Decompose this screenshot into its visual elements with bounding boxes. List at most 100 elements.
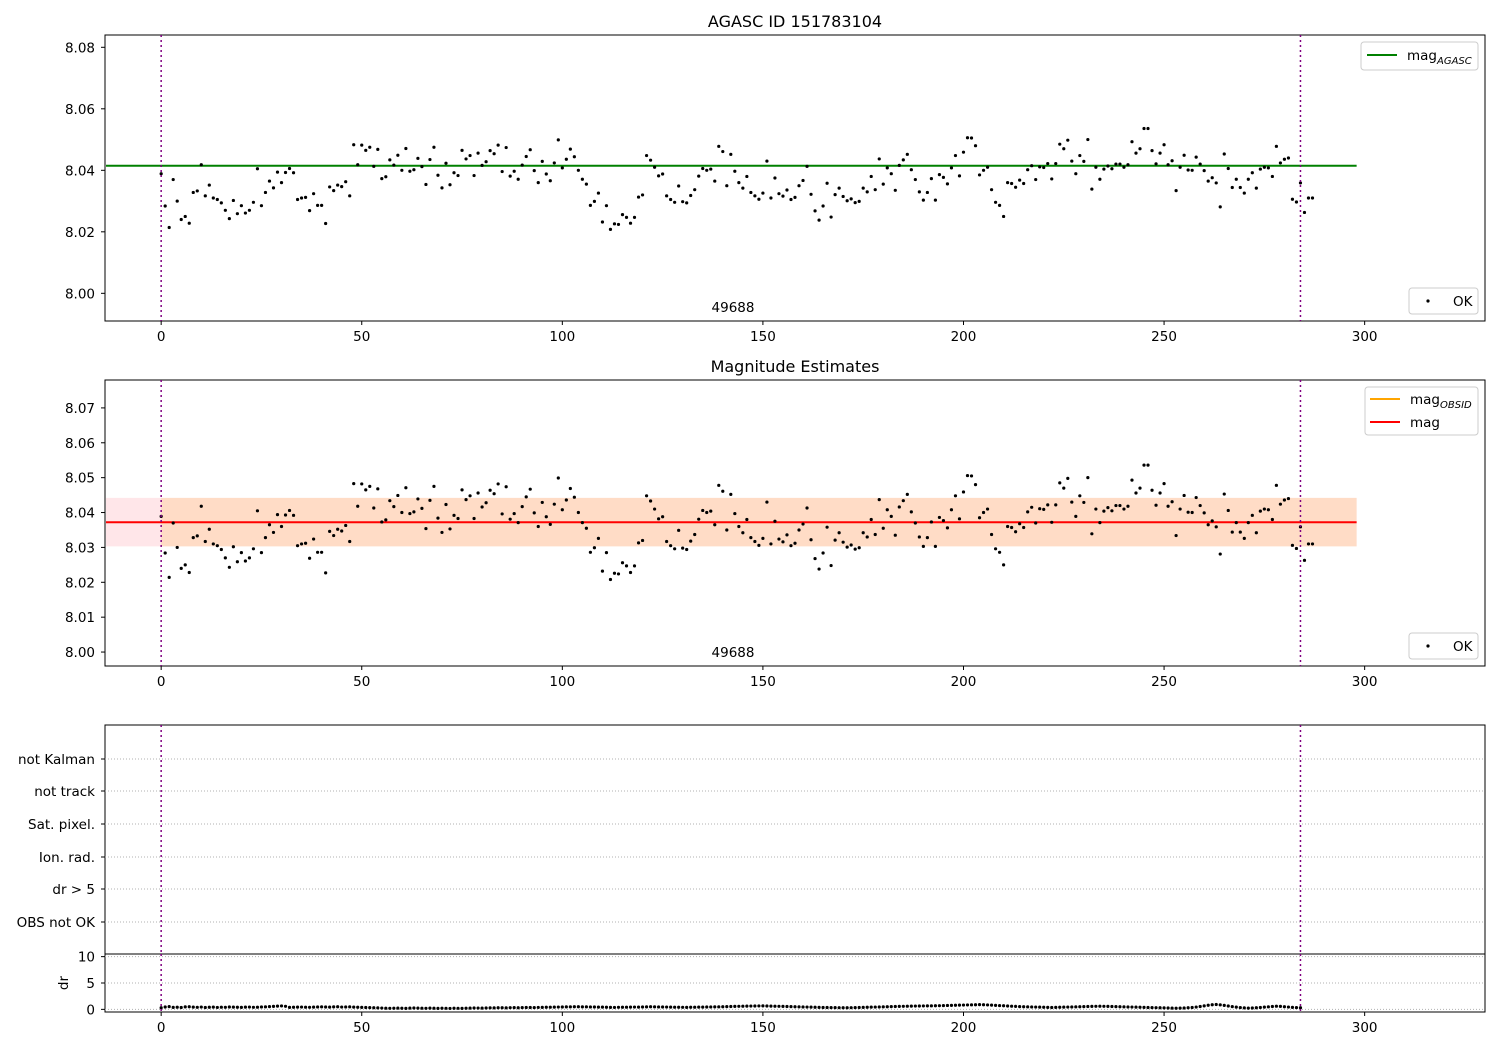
- magnitude-point: [544, 515, 548, 519]
- agasc-mag-point: [247, 208, 252, 212]
- agasc-mag-point: [833, 193, 837, 197]
- agasc-mag-point: [809, 192, 813, 196]
- magnitude-point: [396, 493, 400, 498]
- magnitude-point: [464, 498, 468, 502]
- dr-point: [757, 1004, 761, 1008]
- dr-point: [977, 1003, 982, 1007]
- magnitude-point: [520, 505, 524, 509]
- dr-point: [528, 1005, 532, 1010]
- agasc-mag-point: [227, 216, 231, 221]
- agasc-mag-point: [472, 173, 476, 178]
- magnitude-point: [725, 528, 729, 532]
- agasc-mag-point: [989, 188, 994, 192]
- dr-point: [1026, 1005, 1030, 1009]
- dr-x-tick-label: 200: [951, 1020, 977, 1036]
- agasc-mag-point: [476, 151, 480, 155]
- magnitude-point: [1114, 503, 1118, 508]
- dr-point: [885, 1005, 889, 1009]
- magnitude-y-tick-label: 8.03: [65, 540, 95, 556]
- magnitude-point: [1106, 506, 1110, 510]
- agasc-mag-point: [893, 188, 897, 192]
- dr-point: [1246, 1006, 1250, 1010]
- magnitude-point: [1274, 483, 1278, 487]
- agasc-mag-point: [215, 197, 219, 202]
- dr-point: [1178, 1006, 1182, 1010]
- magnitude-point: [797, 528, 801, 532]
- dr-point: [344, 1005, 348, 1009]
- agasc-mag-point: [384, 175, 388, 179]
- dr-point: [496, 1006, 500, 1010]
- magnitude-point: [1158, 491, 1162, 495]
- magnitude-point: [1258, 509, 1262, 513]
- magnitude-point: [901, 499, 905, 503]
- magnitude-point: [777, 537, 781, 541]
- agasc-mag-point: [1214, 181, 1218, 185]
- dr-point: [1158, 1006, 1162, 1010]
- agasc-mag-point: [612, 222, 617, 226]
- dr-point: [203, 1005, 207, 1010]
- magnitude-x-tick-label: 150: [750, 674, 776, 690]
- magnitude-point: [624, 564, 629, 568]
- agasc-mag-point: [781, 194, 785, 198]
- agasc-mag-point: [657, 174, 661, 178]
- dr-point: [1058, 1005, 1062, 1009]
- dr-point: [869, 1005, 873, 1009]
- magnitude-point: [376, 487, 380, 491]
- magnitude-point: [1150, 488, 1154, 492]
- dr-point: [1278, 1004, 1283, 1009]
- agasc-mag-point: [1022, 181, 1026, 186]
- magnitude-point: [957, 517, 962, 521]
- magnitude-x-tick-label: 250: [1151, 674, 1177, 690]
- dr-point: [745, 1004, 749, 1008]
- magnitude-point: [1214, 525, 1218, 529]
- magnitude-point: [356, 504, 360, 508]
- dr-point: [661, 1005, 665, 1009]
- agasc-mag-point: [1286, 156, 1291, 160]
- magnitude-point: [171, 521, 175, 525]
- agasc-mag-point: [584, 182, 588, 186]
- agasc-mag-point: [889, 172, 893, 176]
- magnitude-point: [291, 513, 296, 517]
- agasc-mag-point: [540, 159, 544, 163]
- dr-point: [564, 1005, 568, 1009]
- dr-point: [801, 1005, 805, 1009]
- dr-point: [187, 1005, 191, 1009]
- dr-point: [652, 1005, 657, 1009]
- dr-point: [532, 1005, 536, 1010]
- agasc-panel-frame: [104, 34, 1486, 322]
- dr-point: [1194, 1005, 1198, 1009]
- dr-point: [163, 1005, 167, 1009]
- magnitude-point: [452, 513, 456, 517]
- dr-point: [199, 1005, 203, 1009]
- flag-label: Ion. rad.: [39, 850, 95, 866]
- dr-point: [332, 1005, 336, 1009]
- dr-point: [548, 1005, 552, 1009]
- agasc-mag-point: [857, 199, 861, 203]
- magnitude-point: [1042, 507, 1046, 511]
- magnitude-point: [608, 577, 613, 582]
- dr-point: [207, 1005, 211, 1009]
- dr-point: [677, 1005, 681, 1009]
- dr-point: [1266, 1005, 1270, 1009]
- dr-point: [263, 1005, 268, 1009]
- magnitude-y-tick-label: 8.01: [65, 610, 95, 626]
- agasc-mag-point: [885, 166, 889, 170]
- agasc-mag-point: [580, 177, 584, 181]
- dr-point: [440, 1006, 444, 1010]
- magnitude-point: [701, 508, 705, 513]
- dr-point: [492, 1006, 496, 1010]
- magnitude-ok-legend: OK: [1408, 632, 1479, 660]
- dr-point: [460, 1006, 464, 1010]
- dr-x-tick-label: 100: [549, 1020, 575, 1036]
- dr-point: [552, 1005, 556, 1009]
- agasc-mag-point: [937, 173, 942, 177]
- magnitude-point: [556, 476, 560, 480]
- magnitude-point: [1162, 481, 1166, 486]
- dr-point: [223, 1005, 227, 1009]
- dr-point: [512, 1006, 516, 1010]
- magnitude-point: [1002, 563, 1006, 567]
- magnitude-point: [937, 515, 942, 520]
- magnitude-point: [568, 486, 572, 491]
- dr-point: [452, 1006, 456, 1010]
